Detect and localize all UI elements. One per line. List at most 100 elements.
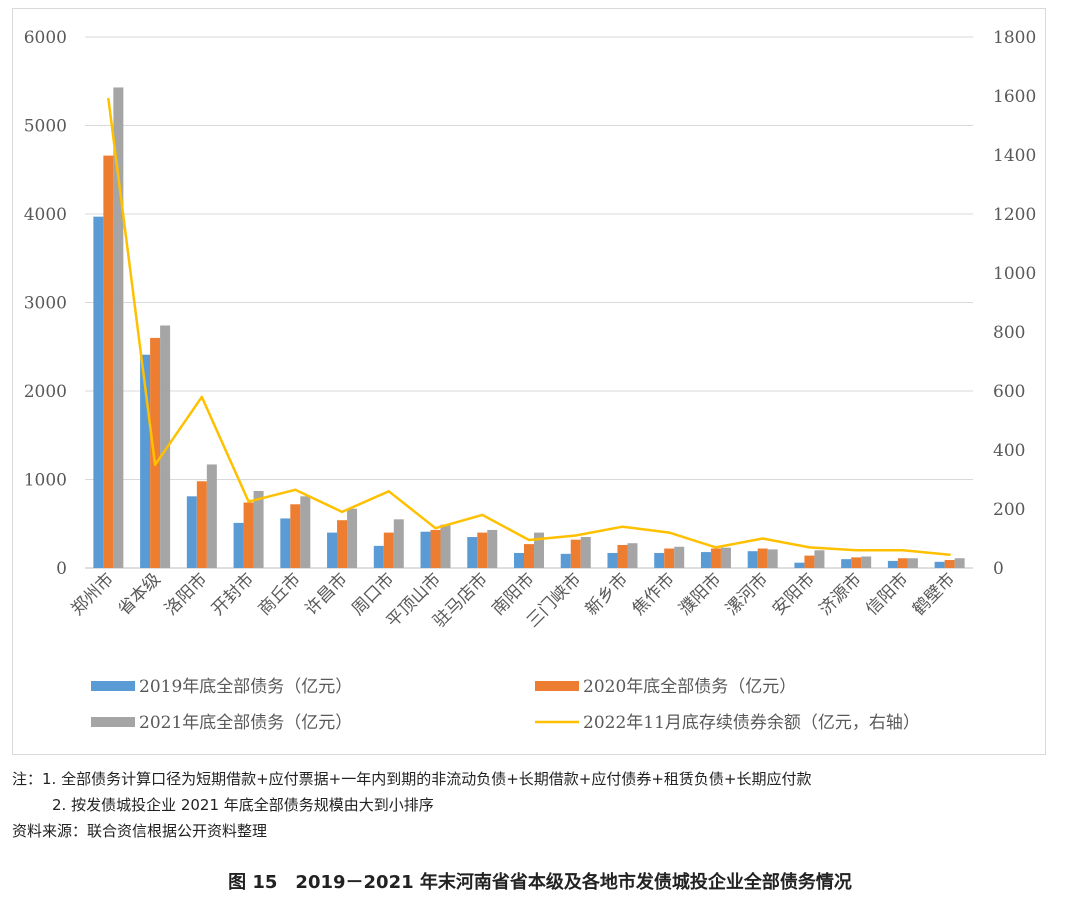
line-point-16 bbox=[808, 546, 811, 549]
right-tick-label: 0 bbox=[993, 559, 1004, 579]
bar-2-6 bbox=[337, 520, 348, 568]
line-point-15 bbox=[761, 537, 764, 540]
bar-2-4 bbox=[243, 502, 254, 568]
legend-swatch bbox=[91, 681, 135, 691]
bar-1-11 bbox=[560, 553, 571, 568]
legend-item-2: 2020年底全部债务（亿元） bbox=[535, 677, 796, 697]
legend-item-3: 2021年底全部债务（亿元） bbox=[91, 713, 352, 733]
legend-label: 2019年底全部债务（亿元） bbox=[139, 677, 352, 697]
bar-1-9 bbox=[467, 537, 478, 568]
line-point-12 bbox=[621, 525, 624, 528]
bar-1-13 bbox=[654, 552, 665, 568]
right-tick-label: 400 bbox=[993, 441, 1025, 461]
category-label: 漯河市 bbox=[722, 569, 772, 619]
bar-2-19 bbox=[944, 560, 955, 568]
category-label: 省本级 bbox=[114, 569, 164, 619]
line-point-14 bbox=[714, 546, 718, 549]
bar-3-6 bbox=[347, 508, 358, 568]
left-axis-ticks: 0 1000 2000 3000 4000 5000 6000 bbox=[24, 28, 67, 579]
bar-1-14 bbox=[700, 552, 711, 568]
category-label: 鹤壁市 bbox=[909, 569, 959, 619]
line-point-2 bbox=[153, 463, 157, 466]
right-tick-label: 1600 bbox=[993, 87, 1036, 107]
bar-1-2 bbox=[140, 354, 151, 568]
category-label: 开封市 bbox=[208, 569, 258, 619]
right-tick-label: 1000 bbox=[993, 264, 1036, 284]
figure-caption: 图 15 2019－2021 年末河南省省本级及各地市发债城投企业全部债务情况 bbox=[228, 872, 852, 893]
bar-3-14 bbox=[720, 547, 731, 568]
source-note: 资料来源：联合资信根据公开资料整理 bbox=[12, 822, 268, 840]
gridlines bbox=[85, 36, 973, 569]
line-point-19 bbox=[948, 553, 951, 556]
legend-label: 2022年11月底存续债券余额（亿元，右轴） bbox=[583, 713, 920, 733]
bar-2-7 bbox=[383, 532, 394, 568]
right-tick-label: 800 bbox=[993, 323, 1025, 343]
bars bbox=[93, 87, 965, 568]
line-series bbox=[107, 97, 951, 556]
bar-2-8 bbox=[430, 529, 441, 568]
bar-2-1 bbox=[103, 155, 114, 568]
left-tick-label: 4000 bbox=[24, 205, 67, 225]
right-tick-label: 1800 bbox=[993, 28, 1036, 48]
bar-1-16 bbox=[794, 562, 805, 568]
bar-3-19 bbox=[954, 558, 965, 568]
bar-3-15 bbox=[767, 549, 778, 568]
category-label: 信阳市 bbox=[862, 569, 912, 619]
category-label: 许昌市 bbox=[301, 569, 351, 619]
note-line-1: 注：1. 全部债务计算口径为短期借款+应付票据+一年内到期的非流动负债+长期借款… bbox=[12, 770, 812, 788]
bar-1-6 bbox=[327, 532, 338, 568]
legend-item-4: 2022年11月底存续债券余额（亿元，右轴） bbox=[535, 713, 920, 733]
legend-item-1: 2019年底全部债务（亿元） bbox=[91, 677, 352, 697]
bar-1-1 bbox=[93, 216, 104, 568]
bar-3-9 bbox=[487, 529, 498, 568]
category-label: 焦作市 bbox=[629, 569, 679, 619]
bar-3-11 bbox=[580, 537, 591, 568]
bar-3-18 bbox=[907, 558, 918, 568]
bar-2-2 bbox=[150, 337, 161, 568]
line-point-8 bbox=[434, 526, 437, 530]
right-tick-label: 200 bbox=[993, 500, 1025, 520]
line-point-17 bbox=[854, 549, 858, 552]
legend: 2019年底全部债务（亿元） 2020年底全部债务（亿元） 2021年底全部债务（亿… bbox=[91, 677, 920, 733]
bar-3-17 bbox=[861, 556, 872, 568]
bar-1-3 bbox=[186, 496, 197, 568]
bar-1-8 bbox=[420, 531, 431, 568]
bar-2-14 bbox=[710, 548, 721, 568]
bar-1-7 bbox=[373, 545, 384, 568]
category-label: 濮阳市 bbox=[675, 569, 725, 619]
bar-1-15 bbox=[747, 551, 758, 568]
bar-1-10 bbox=[514, 552, 524, 568]
line-point-10 bbox=[527, 538, 531, 542]
line-point-1 bbox=[107, 97, 110, 101]
bar-3-1 bbox=[113, 87, 124, 568]
left-tick-label: 2000 bbox=[24, 382, 67, 402]
right-tick-label: 1400 bbox=[993, 146, 1036, 166]
left-tick-label: 1000 bbox=[24, 471, 67, 491]
category-label: 商丘市 bbox=[255, 569, 305, 619]
category-label: 济源市 bbox=[815, 569, 865, 619]
line-point-7 bbox=[387, 490, 390, 493]
line-point-5 bbox=[294, 488, 297, 492]
line-point-11 bbox=[574, 534, 577, 537]
left-tick-label: 3000 bbox=[24, 294, 67, 314]
bar-2-11 bbox=[570, 539, 581, 568]
bar-3-4 bbox=[253, 491, 264, 568]
bar-2-12 bbox=[617, 544, 628, 568]
bar-1-19 bbox=[934, 561, 945, 568]
bar-3-8 bbox=[440, 524, 451, 568]
category-label: 洛阳市 bbox=[161, 569, 211, 619]
bar-3-13 bbox=[674, 546, 685, 568]
bar-3-16 bbox=[814, 550, 825, 568]
left-tick-label: 6000 bbox=[24, 28, 67, 48]
bar-1-5 bbox=[280, 518, 291, 568]
bar-2-16 bbox=[804, 555, 815, 568]
bar-2-5 bbox=[290, 504, 301, 568]
bar-3-7 bbox=[393, 519, 404, 568]
bar-1-18 bbox=[887, 560, 898, 568]
line-point-9 bbox=[481, 513, 484, 517]
bar-2-3 bbox=[196, 481, 207, 568]
left-tick-label: 5000 bbox=[24, 117, 67, 137]
category-labels: 郑州市省本级洛阳市开封市商丘市许昌市周口市平顶山市驻马店市南阳市三门峡市新乡市焦… bbox=[68, 569, 959, 631]
legend-swatch bbox=[91, 717, 135, 727]
bar-3-10 bbox=[534, 532, 544, 568]
